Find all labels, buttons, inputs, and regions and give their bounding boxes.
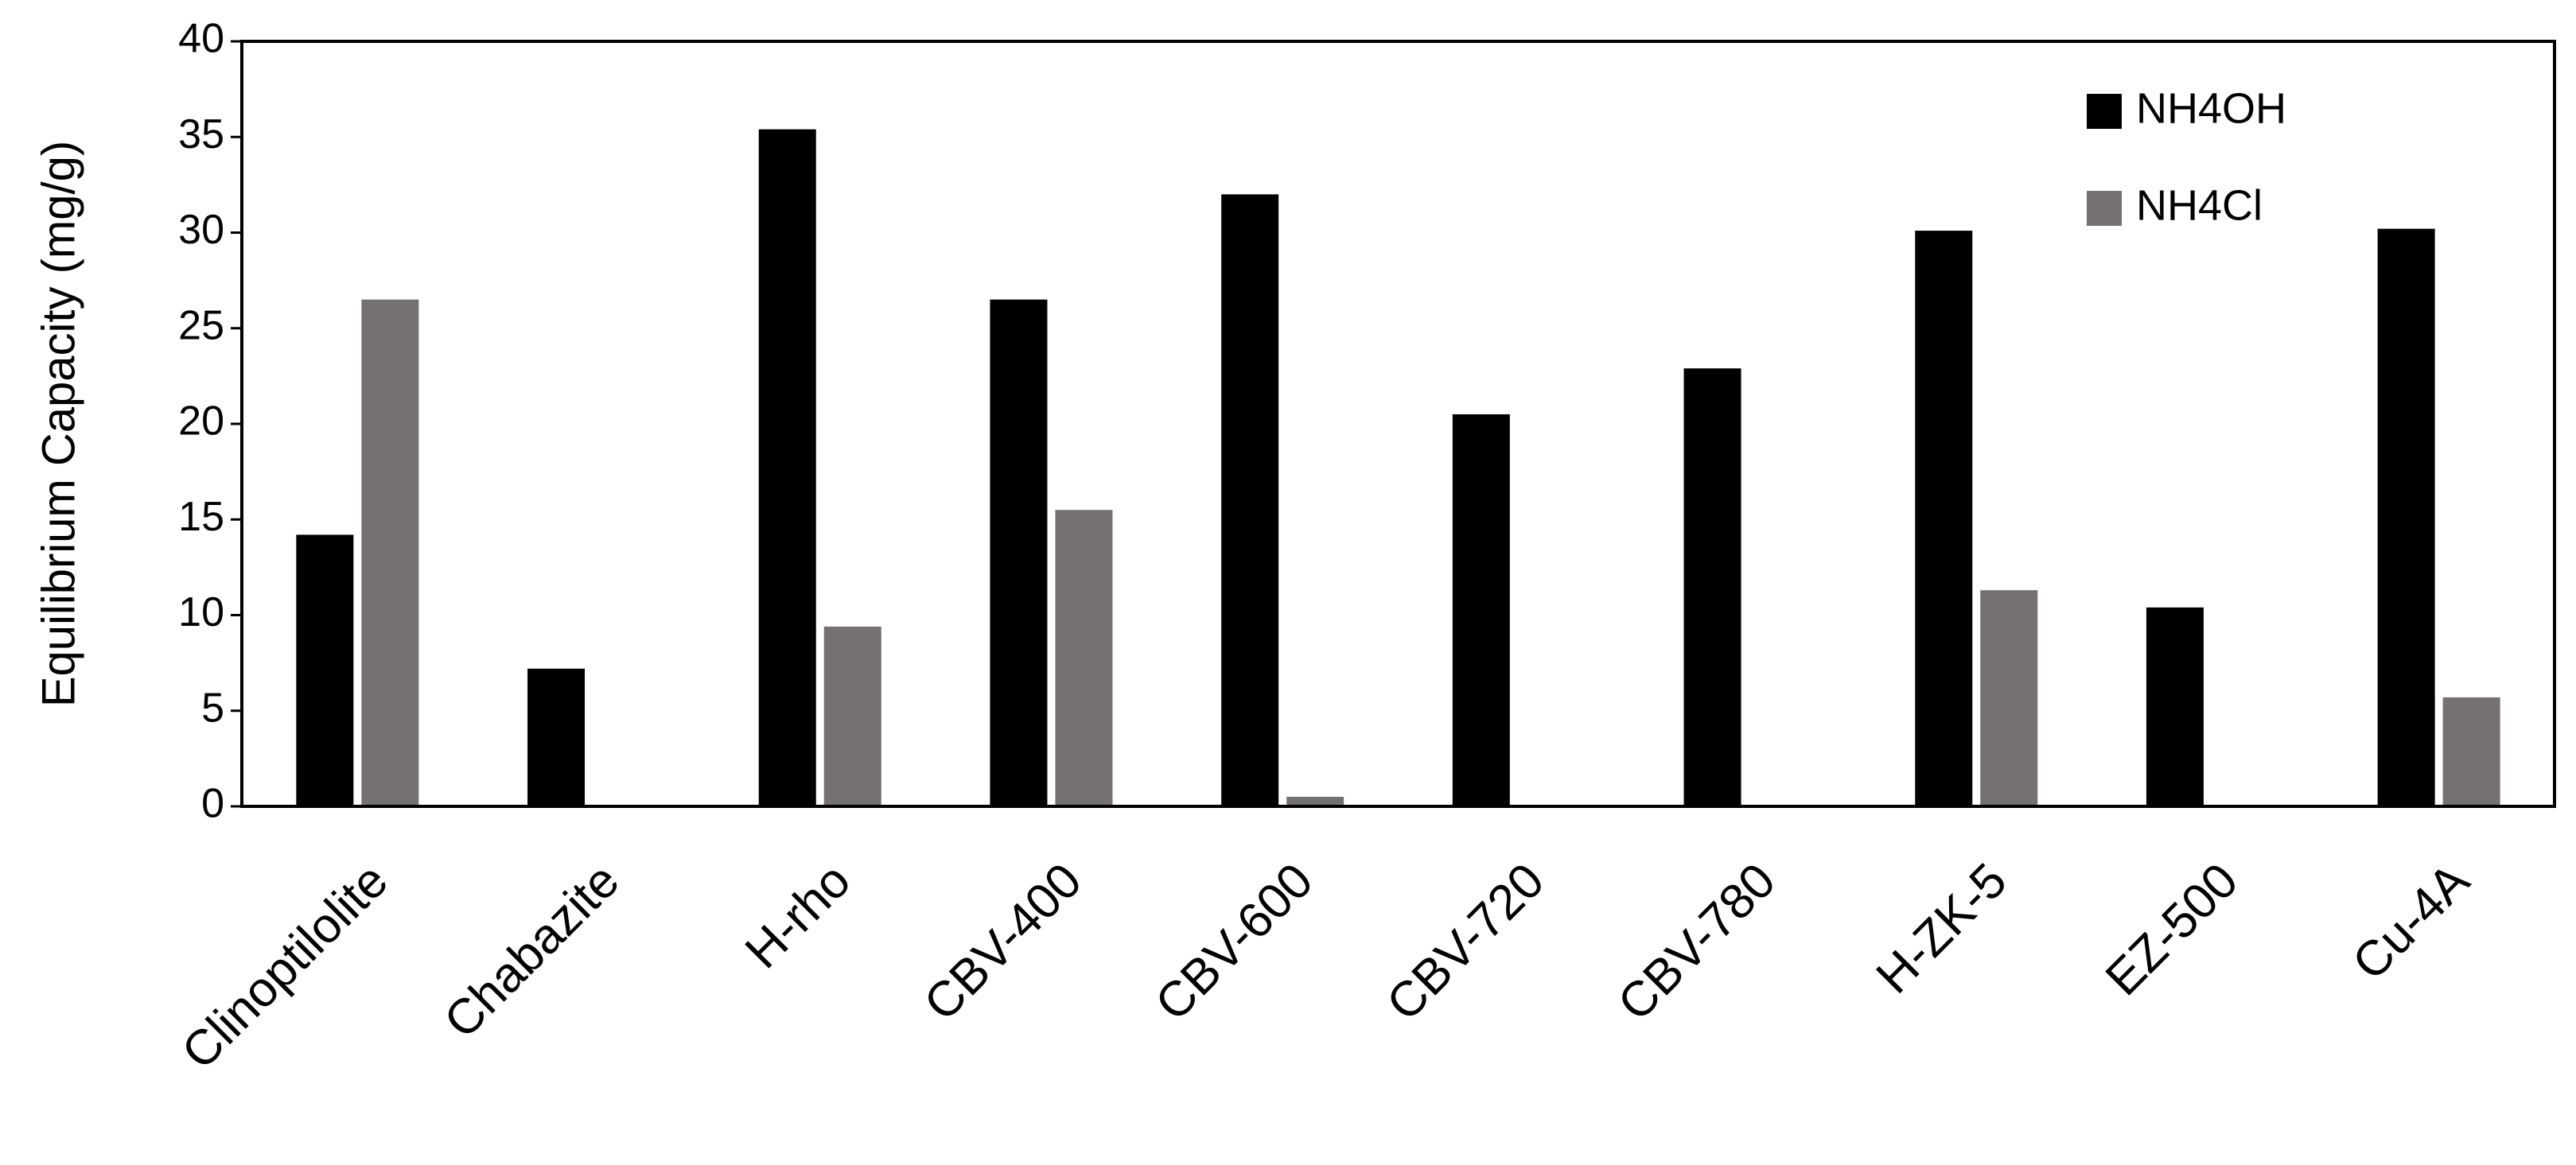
y-tick-label: 10 bbox=[178, 589, 224, 635]
bar bbox=[1915, 231, 1973, 807]
x-tick-label: CBV-720 bbox=[1376, 853, 1555, 1031]
legend-swatch bbox=[2087, 191, 2122, 226]
x-tick-label: H-rho bbox=[735, 853, 861, 979]
y-tick-label: 30 bbox=[178, 207, 224, 253]
bar bbox=[990, 299, 1048, 806]
y-tick-label: 40 bbox=[178, 16, 224, 62]
y-tick-label: 15 bbox=[178, 494, 224, 540]
bar bbox=[1452, 414, 1510, 806]
legend-label: NH4Cl bbox=[2136, 181, 2263, 229]
bar bbox=[361, 299, 419, 806]
y-tick-label: 25 bbox=[178, 302, 224, 348]
bar bbox=[1055, 510, 1113, 806]
x-tick-label: H-ZK-5 bbox=[1866, 853, 2018, 1004]
bar bbox=[823, 626, 881, 806]
x-tick-label: EZ-500 bbox=[2095, 853, 2249, 1007]
bar bbox=[758, 129, 816, 806]
y-tick-label: 5 bbox=[201, 685, 224, 731]
bar bbox=[527, 668, 586, 806]
bar bbox=[296, 534, 354, 806]
y-tick-label: 0 bbox=[201, 781, 224, 827]
plot-frame bbox=[240, 40, 2556, 808]
bar bbox=[2146, 607, 2204, 806]
x-tick-label: CBV-600 bbox=[1145, 853, 1323, 1031]
x-tick-label: CBV-780 bbox=[1608, 853, 1786, 1031]
y-axis-title: Equilibrium Capacity (mg/g) bbox=[33, 141, 84, 707]
legend-swatch bbox=[2087, 94, 2122, 129]
legend-label: NH4OH bbox=[2136, 84, 2286, 132]
bar bbox=[2377, 228, 2435, 806]
x-tick-label: Cu-4A bbox=[2342, 852, 2481, 991]
bar bbox=[1221, 194, 1279, 806]
x-tick-label: Chabazite bbox=[434, 853, 629, 1049]
bar bbox=[1980, 590, 2038, 806]
y-tick-label: 35 bbox=[178, 111, 224, 157]
bar bbox=[1286, 796, 1344, 806]
x-tick-label: CBV-400 bbox=[914, 853, 1092, 1031]
bar bbox=[1683, 368, 1741, 806]
y-tick-label: 20 bbox=[178, 398, 224, 445]
bar bbox=[2442, 697, 2500, 806]
x-tick-label: Clinoptilolite bbox=[172, 853, 399, 1080]
